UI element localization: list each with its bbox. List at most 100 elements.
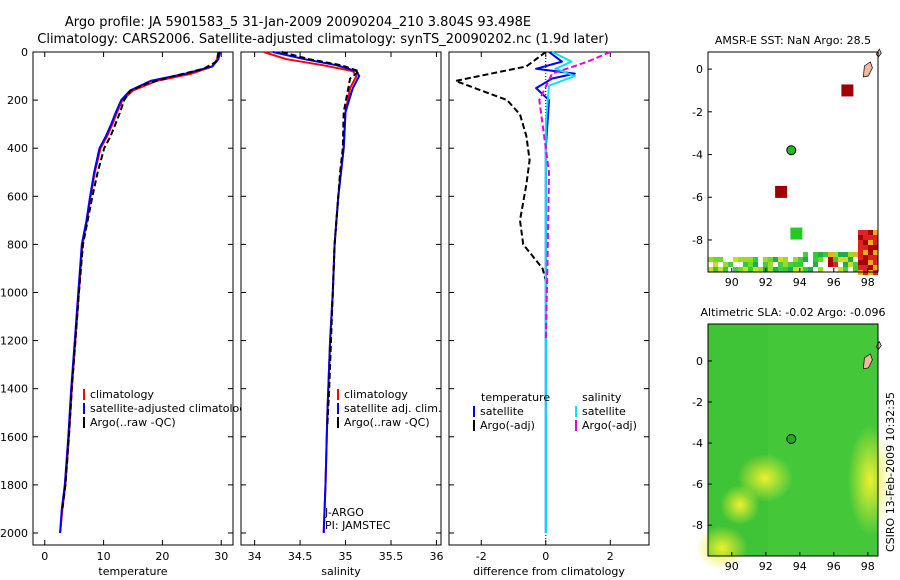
salinity-xtick-label: 36 bbox=[429, 550, 443, 563]
sst-pixel bbox=[713, 257, 718, 262]
sst-point-marker bbox=[775, 185, 788, 198]
sst-pixel bbox=[858, 240, 863, 245]
altimetric_sla-ytick-label: -4 bbox=[692, 437, 703, 450]
sst-pixel bbox=[863, 245, 868, 250]
temperature-panel: 0 10 20 30 0 200 400 600 800 1000 1200 1400 1600 1800… bbox=[0, 46, 253, 578]
sst-pixel bbox=[838, 267, 843, 272]
sst-pixel bbox=[778, 257, 783, 262]
salinity-xtick-label: 35 bbox=[339, 550, 353, 563]
argo-location-marker bbox=[786, 145, 797, 156]
sst-pixel bbox=[748, 267, 753, 272]
sst-pixel bbox=[858, 245, 863, 250]
salinity-legend-label: satellite adj. clim. bbox=[344, 402, 441, 415]
sst-pixel bbox=[738, 257, 743, 262]
amsre_sst-xtick-label: 96 bbox=[827, 276, 841, 289]
sst-pixel bbox=[723, 267, 728, 272]
sst-pixel bbox=[713, 267, 718, 272]
altimetric_sla-ytick-label: 0 bbox=[696, 355, 703, 368]
altimetric_sla-xtick-label: 98 bbox=[861, 560, 875, 573]
sst-pixel bbox=[788, 267, 793, 272]
amsre_sst-xtick-label: 94 bbox=[793, 276, 807, 289]
sst-pixel bbox=[853, 267, 858, 272]
sst-pixel bbox=[873, 265, 878, 270]
temperature-ytick-label: 1200 bbox=[0, 335, 28, 348]
sst-pixel bbox=[753, 262, 758, 267]
sst-pixel bbox=[838, 257, 843, 262]
sst-point-marker bbox=[790, 227, 803, 240]
sst-pixel bbox=[708, 257, 713, 262]
sst-pixel bbox=[803, 257, 808, 262]
temperature-legend-label: Argo(..raw -QC) bbox=[90, 416, 176, 429]
sst-pixel bbox=[803, 252, 808, 257]
sst-pixel bbox=[743, 257, 748, 262]
difference-panel: -2 0 2 difference from climatology temperatu… bbox=[448, 51, 650, 578]
sst-pixel bbox=[813, 252, 818, 257]
sst-pixel bbox=[718, 257, 723, 262]
salinity-annotation: PI: JAMSTEC bbox=[325, 519, 391, 532]
altimetric_sla-title: Altimetric SLA: -0.02 Argo: -0.096 bbox=[701, 306, 886, 319]
amsre_sst-ytick-label: -6 bbox=[692, 191, 703, 204]
temperature-axes-frame bbox=[32, 51, 234, 546]
amsre_sst-map: AMSR-E SST: NaN Argo: 28.5 90 92 94 96 98 0 -2 -… bbox=[692, 34, 882, 289]
sst-pixel bbox=[848, 262, 853, 267]
sst-pixel bbox=[843, 257, 848, 262]
sst-pixel bbox=[858, 255, 863, 260]
sst-pixel bbox=[838, 252, 843, 257]
argo-location-marker bbox=[786, 433, 797, 444]
sst-pixel bbox=[873, 245, 878, 250]
sst-pixel bbox=[773, 257, 778, 262]
amsre_sst-ytick-label: -8 bbox=[692, 234, 703, 247]
salinity-panel: 34 34.5 35 35.5 36 salinity climatologysatelli… bbox=[240, 51, 443, 578]
sst-pixel bbox=[728, 262, 733, 267]
temperature-xtick-label: 20 bbox=[155, 550, 169, 563]
sst-pixel bbox=[798, 257, 803, 262]
sst-pixel bbox=[868, 245, 873, 250]
sst-pixel bbox=[853, 262, 858, 267]
difference-legend-title: temperature bbox=[481, 391, 550, 404]
island-icon bbox=[863, 61, 873, 78]
salinity-legend-label: Argo(..raw -QC) bbox=[344, 416, 430, 429]
sst-pixel bbox=[733, 257, 738, 262]
difference-legend-label: satellite bbox=[480, 405, 524, 418]
sst-pixel bbox=[748, 262, 753, 267]
temperature-xtick-label: 10 bbox=[97, 550, 111, 563]
amsre_sst-ytick-label: -2 bbox=[692, 106, 703, 119]
altimetric_sla-map-frame bbox=[707, 323, 879, 557]
temperature-xlabel: temperature bbox=[98, 565, 167, 578]
sst-pixel bbox=[853, 252, 858, 257]
difference-axes-frame bbox=[448, 51, 650, 546]
sst-pixel bbox=[833, 257, 838, 262]
sst-pixel bbox=[768, 257, 773, 262]
sst-pixel bbox=[828, 262, 833, 267]
sst-pixel bbox=[863, 255, 868, 260]
sst-pixel bbox=[768, 262, 773, 267]
sst-pixel bbox=[863, 235, 868, 240]
difference-xtick-label: -2 bbox=[476, 550, 487, 563]
temperature-xtick-label: 0 bbox=[41, 550, 48, 563]
temperature-ytick-label: 2000 bbox=[0, 527, 28, 540]
amsre_sst-xtick-label: 90 bbox=[725, 276, 739, 289]
altimetric_sla-xtick-label: 94 bbox=[793, 560, 807, 573]
difference-xlabel: difference from climatology bbox=[473, 565, 625, 578]
sst-pixel bbox=[713, 262, 718, 267]
sst-pixel bbox=[718, 267, 723, 272]
figure-title-line1: Argo profile: JA 5901583_5 31-Jan-2009 2… bbox=[65, 15, 531, 30]
sst-pixel bbox=[873, 235, 878, 240]
sst-pixel bbox=[808, 267, 813, 272]
sst-pixel bbox=[778, 267, 783, 272]
sst-pixel bbox=[708, 267, 713, 272]
amsre_sst-ytick-label: 0 bbox=[696, 63, 703, 76]
temperature-ytick-label: 800 bbox=[7, 238, 28, 251]
sla-high-anomaly bbox=[696, 526, 748, 570]
sst-pixel bbox=[828, 257, 833, 262]
amsre_sst-map-frame bbox=[707, 51, 879, 273]
difference-series-line bbox=[454, 51, 547, 281]
sst-pixel bbox=[818, 257, 823, 262]
altimetric_sla-ytick-label: -8 bbox=[692, 519, 703, 532]
sst-pixel bbox=[778, 262, 783, 267]
salinity-legend-label: climatology bbox=[344, 388, 408, 401]
difference-xtick-label: 2 bbox=[607, 550, 614, 563]
sla-high-anomaly bbox=[848, 425, 892, 535]
sst-pixel bbox=[743, 267, 748, 272]
difference-series-line bbox=[538, 51, 611, 341]
